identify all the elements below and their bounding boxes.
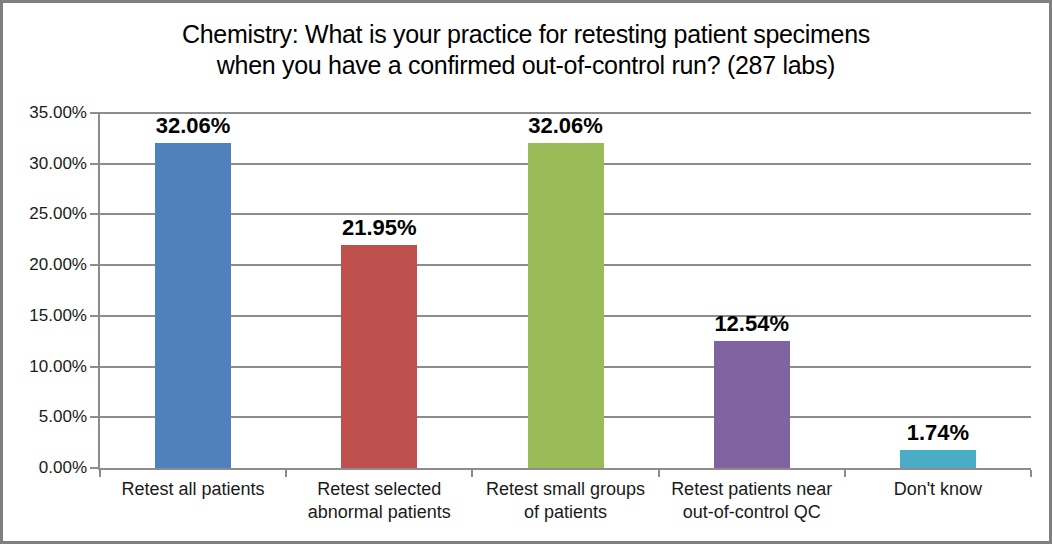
chart-title-line: when you have a confirmed out-of-control… — [3, 50, 1049, 81]
y-tick-label: 30.00% — [3, 154, 87, 174]
y-axis-tick — [90, 467, 100, 469]
x-axis-tick — [844, 470, 846, 477]
bar-value-label: 12.54% — [662, 311, 842, 337]
y-axis-tick — [90, 264, 100, 266]
category-label: Retest patients nearout-of-control QC — [659, 478, 845, 524]
category-label-line: Retest small groups — [472, 478, 658, 501]
x-axis-tick — [658, 470, 660, 477]
y-axis-tick — [90, 366, 100, 368]
category-label-line: Retest selected — [286, 478, 472, 501]
category-label: Retest selectedabnormal patients — [286, 478, 472, 524]
y-tick-label: 5.00% — [3, 407, 87, 427]
bar-value-label: 32.06% — [476, 113, 656, 139]
y-axis-tick — [90, 112, 100, 114]
bar — [341, 245, 417, 468]
y-axis-tick — [90, 315, 100, 317]
bar-value-label: 32.06% — [103, 113, 283, 139]
category-label: Don't know — [845, 478, 1031, 501]
y-tick-label: 10.00% — [3, 357, 87, 377]
bar — [900, 450, 976, 468]
category-label: Retest all patients — [100, 478, 286, 501]
y-axis-line — [98, 113, 100, 468]
y-tick-label: 15.00% — [3, 306, 87, 326]
y-tick-label: 0.00% — [3, 458, 87, 478]
category-label-line: Don't know — [845, 478, 1031, 501]
bar — [155, 143, 231, 468]
y-axis-tick — [90, 416, 100, 418]
y-axis-tick — [90, 213, 100, 215]
category-label-line: Retest all patients — [100, 478, 286, 501]
category-label-line: abnormal patients — [286, 501, 472, 524]
x-axis-tick — [99, 470, 101, 477]
chart-title-line: Chemistry: What is your practice for ret… — [3, 19, 1049, 50]
x-axis-tick — [471, 470, 473, 477]
plot-area: 0.00%5.00%10.00%15.00%20.00%25.00%30.00%… — [100, 113, 1031, 468]
chart-title: Chemistry: What is your practice for ret… — [3, 19, 1049, 81]
y-axis-tick — [90, 163, 100, 165]
bar-value-label: 1.74% — [848, 420, 1028, 446]
y-tick-label: 20.00% — [3, 255, 87, 275]
y-tick-label: 25.00% — [3, 204, 87, 224]
x-axis-tick — [285, 470, 287, 477]
category-label-line: Retest patients near — [659, 478, 845, 501]
chart-container: Chemistry: What is your practice for ret… — [0, 0, 1052, 544]
bar — [528, 143, 604, 468]
x-axis-line — [98, 468, 1031, 470]
bar — [714, 341, 790, 468]
bar-value-label: 21.95% — [289, 215, 469, 241]
y-tick-label: 35.00% — [3, 103, 87, 123]
x-axis-tick — [1030, 470, 1032, 477]
category-label-line: of patients — [472, 501, 658, 524]
category-label-line: out-of-control QC — [659, 501, 845, 524]
category-label: Retest small groupsof patients — [472, 478, 658, 524]
